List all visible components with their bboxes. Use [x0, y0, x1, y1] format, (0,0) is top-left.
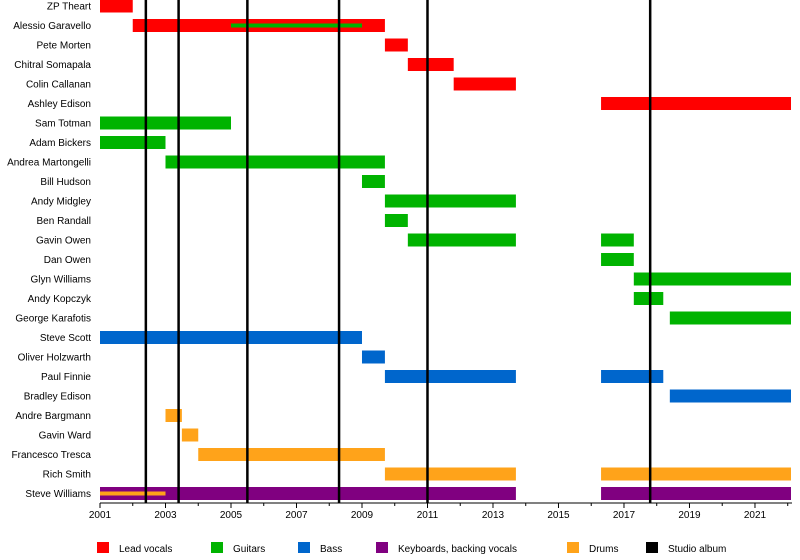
bar-rich-smith-drums-1 [601, 467, 791, 481]
x-tick-label-2005: 2005 [220, 510, 243, 521]
x-tick-label-2015: 2015 [547, 510, 570, 521]
legend-swatch-guitars [211, 542, 223, 553]
legend-swatch-studio-album [646, 542, 658, 553]
member-label-sam-totman: Sam Totman [35, 119, 91, 130]
x-tick-label-2017: 2017 [613, 510, 636, 521]
member-label-bradley-edison: Bradley Edison [24, 392, 91, 403]
bar-rich-smith-drums-0 [384, 467, 516, 481]
member-label-glyn-williams: Glyn Williams [30, 275, 91, 286]
member-label-chitral-somapala: Chitral Somapala [14, 60, 91, 71]
legend-label-studio-album: Studio album [668, 544, 726, 555]
bar-glyn-williams-guitars-0 [633, 272, 791, 286]
x-tick-label-2009: 2009 [351, 510, 374, 521]
bar-steve-scott-bass-0 [100, 331, 362, 344]
member-label-andy-midgley: Andy Midgley [31, 197, 91, 208]
member-label-andre-bargmann: Andre Bargmann [15, 411, 91, 422]
bar-chitral-somapala-lead-vocals-0 [407, 58, 454, 71]
member-label-steve-scott: Steve Scott [40, 333, 91, 344]
bar-pete-morten-lead-vocals-0 [384, 38, 408, 52]
bar-ben-randall-guitars-0 [384, 214, 408, 227]
bar-oliver-holzwarth-bass-0 [361, 350, 385, 364]
legend-swatch-keyboards [376, 542, 388, 553]
bar-gavin-ward-drums-0 [181, 428, 199, 442]
bar-andy-midgley-guitars-0 [384, 194, 516, 208]
legend-label-lead-vocals: Lead vocals [119, 544, 172, 555]
x-axis: 2001 2003 2005 2007 2009 2011 2013 2015 2017 2019… [89, 502, 792, 521]
member-label-george-karafotis: George Karafotis [15, 314, 91, 325]
member-label-gavin-owen: Gavin Owen [36, 236, 91, 247]
x-tick-label-2007: 2007 [285, 510, 308, 521]
studio-album-lines [144, 0, 652, 503]
member-label-zp-theart: ZP Theart [47, 2, 91, 13]
bar-gavin-owen-guitars-1 [601, 233, 634, 247]
bar-dan-owen-guitars-0 [601, 253, 634, 266]
legend-swatch-bass [298, 542, 310, 553]
bar-paul-finnie-bass-0 [384, 370, 516, 383]
bar-steve-williams-keyboards-0 [100, 487, 516, 500]
member-label-andrea-martongelli: Andrea Martongelli [7, 158, 91, 169]
member-label-dan-owen: Dan Owen [44, 255, 91, 266]
member-label-rich-smith: Rich Smith [43, 470, 91, 481]
member-label-andy-kopczyk: Andy Kopczyk [28, 294, 92, 305]
bar-paul-finnie-bass-1 [601, 370, 664, 383]
member-label-pete-morten: Pete Morten [37, 41, 91, 52]
bar-bill-hudson-guitars-0 [361, 175, 385, 188]
bar-bradley-edison-bass-0 [669, 389, 791, 403]
bar-andrea-martongelli-guitars-0 [165, 155, 385, 169]
member-label-steve-williams: Steve Williams [25, 489, 91, 500]
bar-andy-kopczyk-guitars-0 [633, 292, 664, 305]
bar-adam-bickers-guitars-0 [100, 136, 166, 149]
bar-steve-williams-keyboards-1 [601, 487, 791, 500]
member-label-gavin-ward: Gavin Ward [39, 431, 91, 442]
legend-label-guitars: Guitars [233, 544, 265, 555]
member-label-francesco-tresca: Francesco Tresca [12, 450, 92, 461]
member-label-oliver-holzwarth: Oliver Holzwarth [18, 353, 91, 364]
legend-swatch-drums [567, 542, 579, 553]
x-tick-label-2003: 2003 [154, 510, 177, 521]
member-bars [100, 0, 791, 500]
bar-francesco-tresca-drums-0 [198, 448, 385, 461]
x-tick-label-2019: 2019 [678, 510, 701, 521]
bar-colin-callanan-lead-vocals-0 [453, 77, 516, 91]
bar-zp-theart-lead-vocals-0 [100, 0, 133, 13]
member-label-colin-callanan: Colin Callanan [26, 80, 91, 91]
member-label-paul-finnie: Paul Finnie [41, 372, 91, 383]
bar-george-karafotis-guitars-0 [669, 311, 791, 325]
legend-label-bass: Bass [320, 544, 342, 555]
x-tick-label-2021: 2021 [744, 510, 767, 521]
x-tick-label-2011: 2011 [417, 510, 439, 521]
member-labels: ZP Theart Alessio Garavello Pete Morten Chi… [7, 2, 92, 501]
bar-gavin-owen-guitars-0 [407, 233, 516, 247]
member-label-ashley-edison: Ashley Edison [28, 99, 91, 110]
member-label-alessio-garavello: Alessio Garavello [13, 21, 91, 32]
bar-sam-totman-guitars-0 [100, 116, 231, 130]
bar-steve-williams-drums-2 [100, 491, 166, 496]
member-label-ben-randall: Ben Randall [37, 216, 91, 227]
bar-alessio-garavello-guitars-1 [230, 23, 362, 28]
legend: Lead vocals Guitars Bass Keyboards, backing… [97, 542, 726, 555]
x-tick-label-2001: 2001 [89, 510, 112, 521]
member-label-adam-bickers: Adam Bickers [29, 138, 91, 149]
x-tick-label-2013: 2013 [482, 510, 505, 521]
member-label-bill-hudson: Bill Hudson [40, 177, 91, 188]
bar-ashley-edison-lead-vocals-0 [601, 97, 791, 110]
legend-label-drums: Drums [589, 544, 618, 555]
legend-label-keyboards: Keyboards, backing vocals [398, 544, 517, 555]
legend-swatch-lead-vocals [97, 542, 109, 553]
